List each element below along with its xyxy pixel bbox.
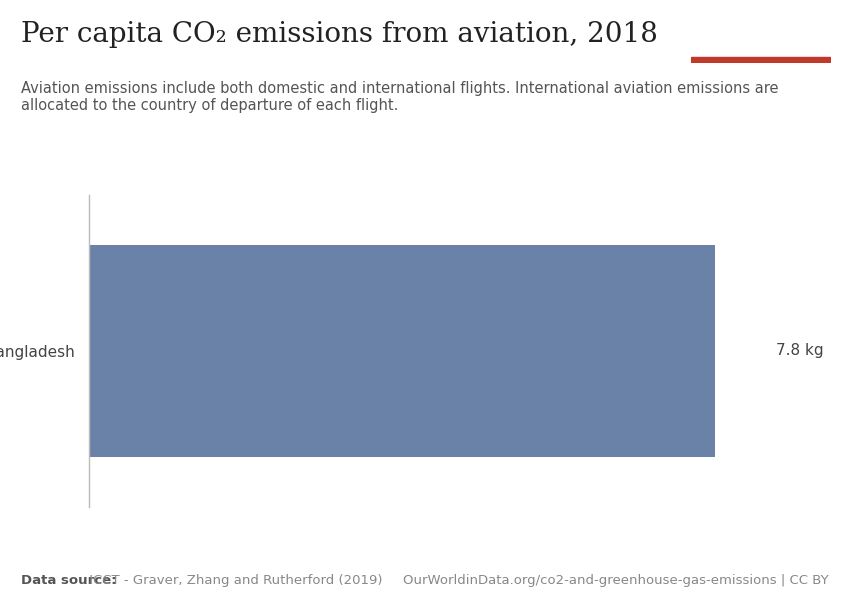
Bar [89, 245, 715, 457]
Text: Aviation emissions include both domestic and international flights. Internationa: Aviation emissions include both domestic… [21, 81, 779, 113]
Bar [691, 56, 831, 63]
Text: ICCT - Graver, Zhang and Rutherford (2019): ICCT - Graver, Zhang and Rutherford (201… [85, 574, 382, 587]
Text: Data source:: Data source: [21, 574, 116, 587]
Text: in Data: in Data [737, 36, 785, 49]
Text: Per capita CO₂ emissions from aviation, 2018: Per capita CO₂ emissions from aviation, … [21, 21, 658, 48]
Text: 7.8 kg: 7.8 kg [776, 343, 824, 358]
Text: OurWorldinData.org/co2-and-greenhouse-gas-emissions | CC BY: OurWorldinData.org/co2-and-greenhouse-ga… [403, 574, 829, 587]
Text: Our World: Our World [728, 17, 795, 31]
